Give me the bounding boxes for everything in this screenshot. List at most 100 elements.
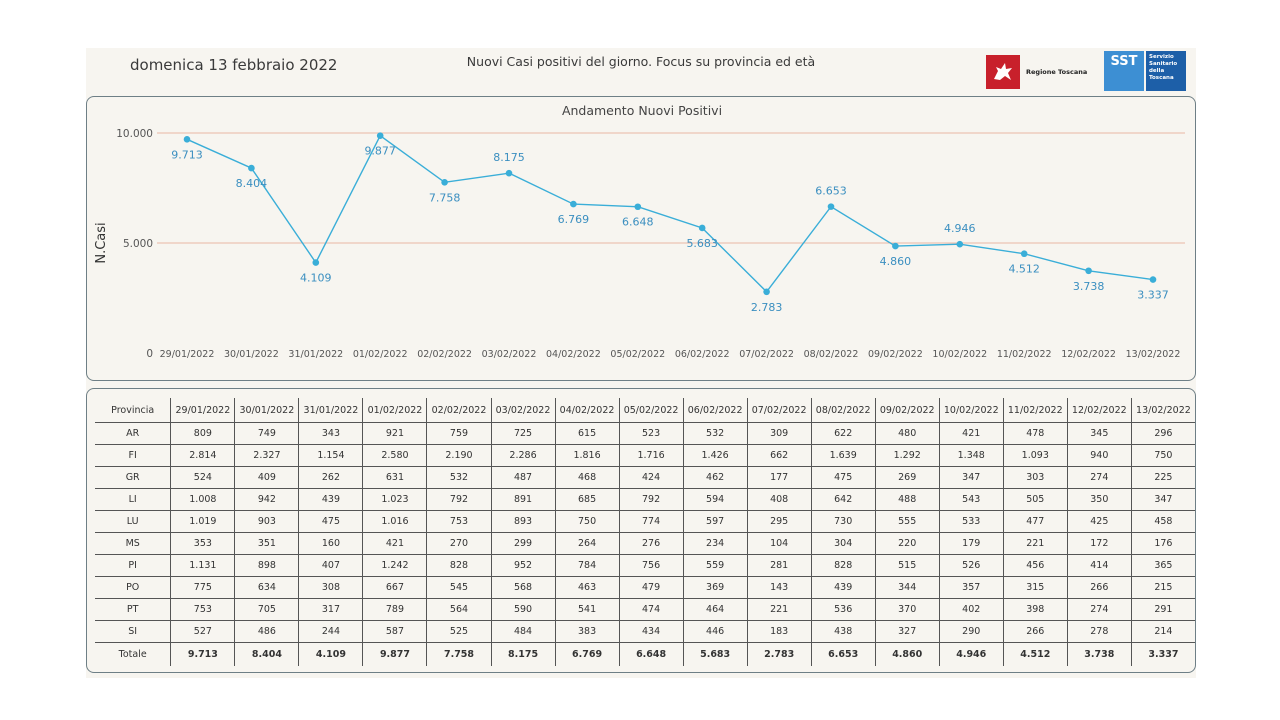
case-count-cell: 753: [170, 598, 235, 621]
table-row: PT 753 705 317 789 564 590 541 474 464 221 536 370 40…: [95, 598, 1195, 621]
case-count-cell: 8.404: [234, 642, 299, 666]
province-name: PT: [95, 598, 171, 621]
total-row: Totale 9.713 8.404 4.109 9.877 7.758 8.175 6.76…: [95, 642, 1195, 666]
data-point: [827, 203, 835, 210]
case-count-cell: 408: [746, 488, 812, 511]
case-count-cell: 478: [1002, 422, 1068, 445]
province-name: AR: [95, 422, 171, 445]
case-count-cell: 1.093: [1002, 444, 1068, 467]
data-label: 6.769: [558, 213, 590, 226]
case-count-cell: 6.648: [618, 642, 684, 666]
x-tick-label: 08/02/2022: [804, 349, 859, 360]
case-count-cell: 891: [490, 488, 556, 511]
line-chart: Andamento Nuovi Positivi N.Casi 0 5.000 10…: [94, 103, 1185, 360]
case-count-cell: 262: [298, 466, 363, 489]
case-count-cell: 351: [234, 532, 299, 555]
case-count-cell: 515: [874, 554, 940, 577]
case-count-cell: 176: [1130, 532, 1195, 555]
case-count-cell: 559: [682, 554, 748, 577]
case-count-cell: 225: [1130, 466, 1195, 489]
case-count-cell: 327: [874, 620, 940, 643]
case-count-cell: 244: [298, 620, 363, 643]
case-count-cell: 2.580: [362, 444, 427, 467]
case-count-cell: 809: [170, 422, 235, 445]
case-count-cell: 295: [746, 510, 812, 533]
case-count-cell: 792: [426, 488, 492, 511]
table-row: LI 1.008 942 439 1.023 792 891 685 792 594 408 642 4…: [95, 488, 1195, 511]
data-label: 4.512: [1008, 263, 1039, 276]
province-name: PI: [95, 554, 171, 577]
date-column-header: 12/02/2022: [1066, 398, 1132, 423]
date-column-header: 09/02/2022: [874, 398, 940, 423]
date-column-header: 05/02/2022: [618, 398, 684, 423]
x-tick-label: 03/02/2022: [482, 349, 537, 360]
x-tick-label: 13/02/2022: [1126, 349, 1181, 360]
data-label: 9.713: [171, 148, 203, 161]
case-count-cell: 525: [426, 620, 492, 643]
case-count-cell: 4.109: [298, 642, 363, 666]
table-row: SI 527 486 244 587 525 484 383 434 446 183 438 327 29…: [95, 620, 1195, 643]
case-count-cell: 183: [746, 620, 812, 643]
case-count-cell: 143: [746, 576, 812, 599]
case-count-cell: 1.716: [618, 444, 684, 467]
case-count-cell: 942: [234, 488, 299, 511]
x-tick-label: 02/02/2022: [417, 349, 472, 360]
date-column-header: 13/02/2022: [1130, 398, 1195, 423]
case-count-cell: 523: [618, 422, 684, 445]
case-count-cell: 291: [1130, 598, 1195, 621]
case-count-cell: 3.337: [1130, 642, 1195, 666]
table-row: MS 353 351 160 421 270 299 264 276 234 104 304 220 17…: [95, 532, 1195, 555]
date-column-header: 07/02/2022: [746, 398, 812, 423]
case-count-cell: 2.190: [426, 444, 492, 467]
case-count-cell: 505: [1002, 488, 1068, 511]
case-count-cell: 479: [618, 576, 684, 599]
x-tick-label: 29/01/2022: [160, 349, 215, 360]
case-count-cell: 276: [618, 532, 684, 555]
case-count-cell: 828: [810, 554, 876, 577]
case-count-cell: 622: [810, 422, 876, 445]
case-count-cell: 2.814: [170, 444, 235, 467]
case-count-cell: 357: [938, 576, 1004, 599]
data-point: [698, 224, 706, 232]
case-count-cell: 775: [170, 576, 235, 599]
case-count-cell: 462: [682, 466, 748, 489]
case-count-cell: 634: [234, 576, 299, 599]
case-count-cell: 477: [1002, 510, 1068, 533]
case-count-cell: 475: [810, 466, 876, 489]
case-count-cell: 4.946: [938, 642, 1004, 666]
case-count-cell: 475: [298, 510, 363, 533]
data-label: 4.860: [880, 255, 912, 268]
data-point: [183, 136, 191, 143]
case-count-cell: 304: [810, 532, 876, 555]
x-tick-label: 05/02/2022: [610, 349, 665, 360]
case-count-cell: 343: [298, 422, 363, 445]
case-count-cell: 1.348: [938, 444, 1004, 467]
case-count-cell: 730: [810, 510, 876, 533]
data-label: 3.337: [1137, 289, 1169, 302]
case-count-cell: 6.769: [554, 642, 620, 666]
case-count-cell: 480: [874, 422, 940, 445]
case-count-cell: 594: [682, 488, 748, 511]
case-count-cell: 353: [170, 532, 235, 555]
trend-chart-panel: Andamento Nuovi Positivi N.Casi 0 5.000 10…: [86, 96, 1196, 381]
province-name: LI: [95, 488, 171, 511]
case-count-cell: 344: [874, 576, 940, 599]
date-column-header: 06/02/2022: [682, 398, 748, 423]
case-count-cell: 568: [490, 576, 556, 599]
date-column-header: 29/01/2022: [170, 398, 235, 423]
case-count-cell: 789: [362, 598, 427, 621]
pegasus-icon: [986, 55, 1020, 89]
case-count-cell: 278: [1066, 620, 1132, 643]
case-count-cell: 488: [874, 488, 940, 511]
date-column-header: 08/02/2022: [810, 398, 876, 423]
y-tick-label: 0: [146, 348, 153, 360]
data-point: [763, 288, 770, 296]
case-count-cell: 3.738: [1066, 642, 1132, 666]
case-count-cell: 290: [938, 620, 1004, 643]
case-count-cell: 264: [554, 532, 620, 555]
case-count-cell: 221: [1002, 532, 1068, 555]
data-point: [312, 259, 320, 266]
province-name: Totale: [118, 649, 147, 660]
data-label: 4.109: [300, 272, 332, 285]
data-label: 6.653: [815, 185, 847, 198]
